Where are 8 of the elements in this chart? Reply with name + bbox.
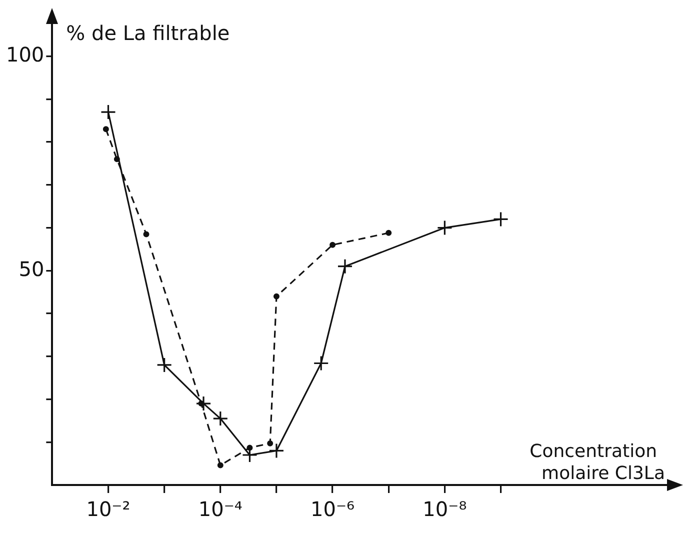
x-tick-label: 10⁻² bbox=[86, 497, 130, 522]
x-tick-label: 10⁻⁸ bbox=[422, 497, 467, 522]
y-tick-label: 50 bbox=[18, 256, 44, 281]
x-tick-label: 10⁻⁶ bbox=[310, 497, 355, 522]
y-tick-label: 100 bbox=[6, 42, 44, 66]
y-axis-title: % de La filtrable bbox=[66, 21, 230, 45]
x-tick-label: 10⁻⁴ bbox=[198, 497, 242, 522]
x-axis-title: Concentration molaire Cl3La bbox=[530, 441, 665, 484]
